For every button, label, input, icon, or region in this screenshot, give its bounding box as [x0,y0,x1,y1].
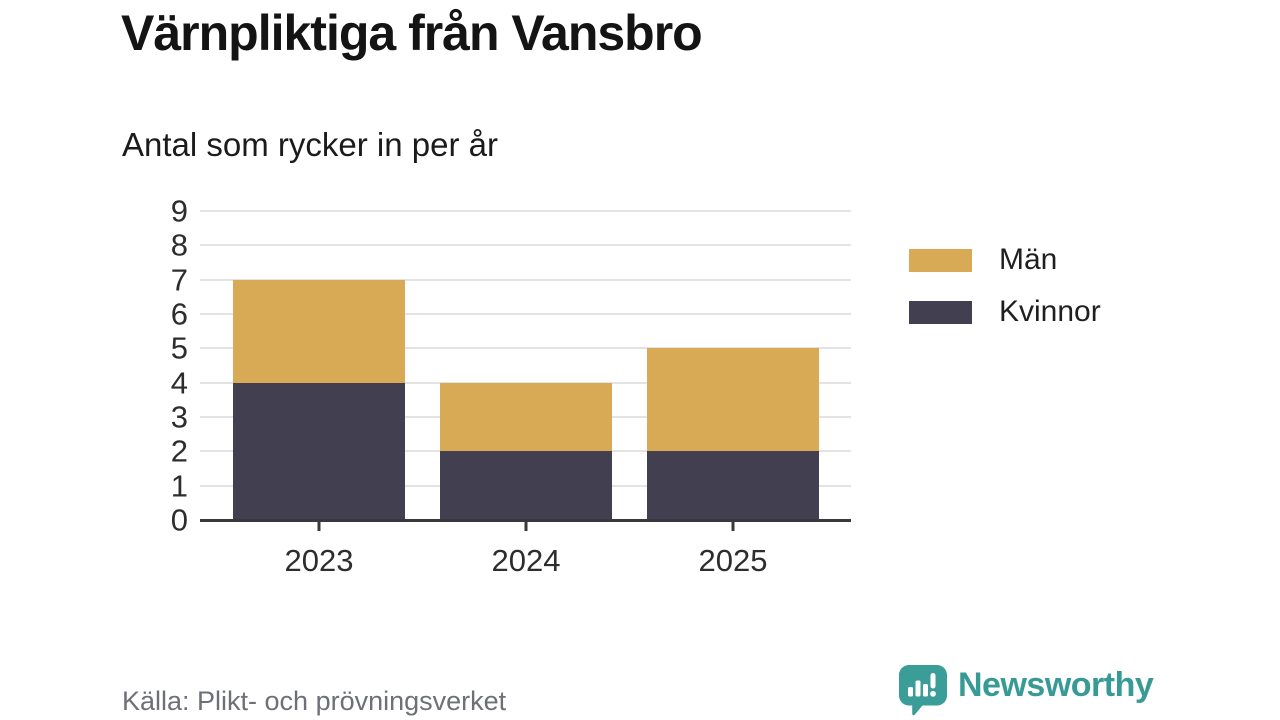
y-tick-label: 8 [170,227,188,263]
newsworthy-logo: Newsworthy [898,664,1154,716]
legend-item-kvinnor: Kvinnor [909,297,1101,327]
bar-segment-män-2024 [440,382,612,452]
legend-label: Män [999,243,1058,276]
x-axis-tick [317,522,321,531]
y-tick-label: 5 [170,330,188,366]
y-tick-label: 1 [170,468,188,504]
source-note: Källa: Plikt- och prövningsverket [122,686,507,716]
gridline [200,381,851,384]
y-tick-label: 0 [170,502,188,538]
x-axis-line [200,519,851,522]
y-tick-label: 6 [170,296,188,332]
legend-swatch [909,300,972,324]
x-axis-tick [524,522,528,531]
chart-subtitle: Antal som rycker in per år [122,126,498,163]
x-tick-label: 2025 [698,543,768,578]
gridline [200,210,851,212]
x-tick-label: 2024 [491,543,561,578]
bar-segment-kvinnor-2023 [233,382,405,520]
x-tick-label: 2023 [284,543,354,578]
newsworthy-logo-icon [899,665,947,716]
legend-swatch [909,248,972,272]
newsworthy-wordmark: Newsworthy [958,666,1154,704]
plot-area: 2023 2024 2025 [200,210,851,578]
bar-segment-kvinnor-2024 [440,451,612,520]
chart-title: Värnpliktiga från Vansbro [121,5,703,61]
legend-item-män: Män [909,245,1101,275]
legend: Män Kvinnor [909,245,1101,327]
y-tick-label: 3 [170,399,188,435]
y-tick-label: 4 [170,365,188,401]
gridline [200,244,851,247]
bar-segment-män-2023 [233,279,405,383]
bar-segment-kvinnor-2025 [647,451,819,520]
gridline [200,278,851,281]
bar-segment-män-2025 [647,348,819,452]
gridline [200,313,851,315]
x-axis-tick [731,522,735,531]
y-tick-label: 2 [170,433,188,469]
y-tick-label: 7 [170,262,188,298]
y-tick-label: 9 [170,193,188,229]
gridline [200,347,851,350]
legend-label: Kvinnor [999,295,1101,328]
